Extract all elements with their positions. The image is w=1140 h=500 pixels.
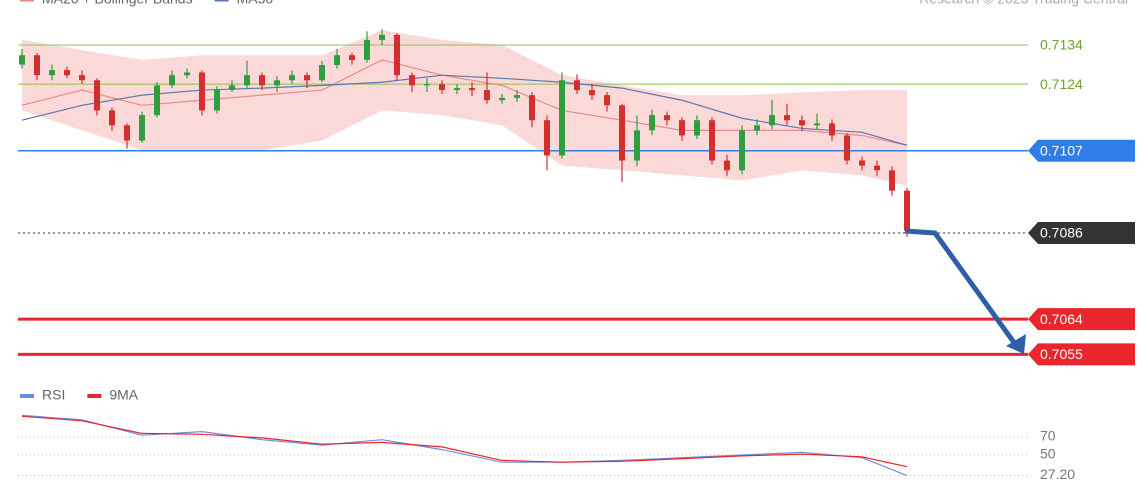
candle-body <box>574 80 580 91</box>
candle-body <box>364 39 370 60</box>
rsi-line <box>21 415 908 468</box>
candle-body <box>169 75 175 86</box>
candle-body <box>109 110 115 126</box>
candle-body <box>739 130 745 171</box>
rsi-tick-label: 70 <box>1040 428 1056 444</box>
candle-body <box>514 95 520 98</box>
candle-body <box>499 97 505 101</box>
candle-body <box>694 120 700 136</box>
price-tag <box>1028 221 1135 244</box>
candle-body <box>784 115 790 121</box>
candle-body <box>379 34 385 40</box>
price-label: 0.7064 <box>1040 311 1083 327</box>
candle-body <box>544 120 550 156</box>
candle-body <box>889 170 895 191</box>
forecast-arrow-head <box>1006 334 1026 354</box>
candle-body <box>214 90 220 111</box>
candle-body <box>634 130 640 161</box>
candle-body <box>859 160 865 166</box>
candle-body <box>439 84 445 91</box>
candle-body <box>664 115 670 121</box>
candle-body <box>289 75 295 81</box>
legend-label: RSI <box>42 387 65 403</box>
candle-body <box>34 55 40 76</box>
price-label: 0.7124 <box>1040 76 1083 92</box>
rsi-line <box>21 414 908 477</box>
moving-average <box>21 59 908 146</box>
candle-body <box>304 75 310 81</box>
price-tag <box>1028 139 1135 162</box>
candle-body <box>709 120 715 161</box>
candle-body <box>769 115 775 126</box>
candle-body <box>124 125 130 141</box>
candle-body <box>229 85 235 91</box>
candle-body <box>139 115 145 141</box>
candle-body <box>244 75 250 86</box>
candle-body <box>409 75 415 86</box>
legend-label: 9MA <box>109 387 138 403</box>
candle-body <box>469 88 475 91</box>
candle-body <box>649 115 655 131</box>
price-label: 0.7055 <box>1040 346 1083 362</box>
candle-body <box>844 135 850 161</box>
candle-body <box>334 55 340 65</box>
candle-body <box>799 120 805 126</box>
candle-body <box>184 72 190 76</box>
candle-body <box>64 70 70 76</box>
candle-body <box>814 123 820 126</box>
rsi-tick-label: 27.20 <box>1040 466 1075 482</box>
candle-body <box>679 120 685 136</box>
candle-body <box>259 75 265 86</box>
forecast-arrow <box>904 228 1021 350</box>
candle-body <box>604 95 610 106</box>
price-label: 0.7134 <box>1040 37 1083 53</box>
candle-body <box>724 160 730 171</box>
candle-body <box>349 55 355 60</box>
legend-label: MA50 <box>237 0 274 7</box>
legend-label: MA20 + Bollinger Bands <box>42 0 193 7</box>
candle-body <box>559 80 565 156</box>
candle-body <box>529 95 535 121</box>
credit: Research © 2023 Trading Central <box>919 0 1128 7</box>
plot: MA20 + Bollinger Bands MA50 Research © 202… <box>18 0 1135 482</box>
candle-body <box>274 80 280 86</box>
candle-body <box>49 70 55 76</box>
candle-body <box>754 125 760 131</box>
candle-body <box>904 190 910 231</box>
candle-body <box>154 85 160 116</box>
candle-body <box>829 123 835 136</box>
rsi-tick-label: 50 <box>1040 446 1056 462</box>
candle-body <box>199 72 205 111</box>
candle-body <box>94 80 100 111</box>
candle-body <box>874 165 880 171</box>
candle-body <box>424 84 430 86</box>
candle-body <box>484 90 490 101</box>
price-label: 0.7086 <box>1040 225 1083 241</box>
candle-body <box>394 34 400 76</box>
candle-body <box>79 75 85 81</box>
candle-body <box>454 88 460 91</box>
candle-body <box>589 90 595 96</box>
candle-body <box>619 105 625 161</box>
candle-body <box>319 64 325 81</box>
price-label: 0.7107 <box>1040 142 1083 158</box>
bollinger-band <box>22 30 907 186</box>
price-tag <box>1028 308 1135 331</box>
candle-body <box>19 55 25 65</box>
price-tag <box>1028 343 1135 366</box>
